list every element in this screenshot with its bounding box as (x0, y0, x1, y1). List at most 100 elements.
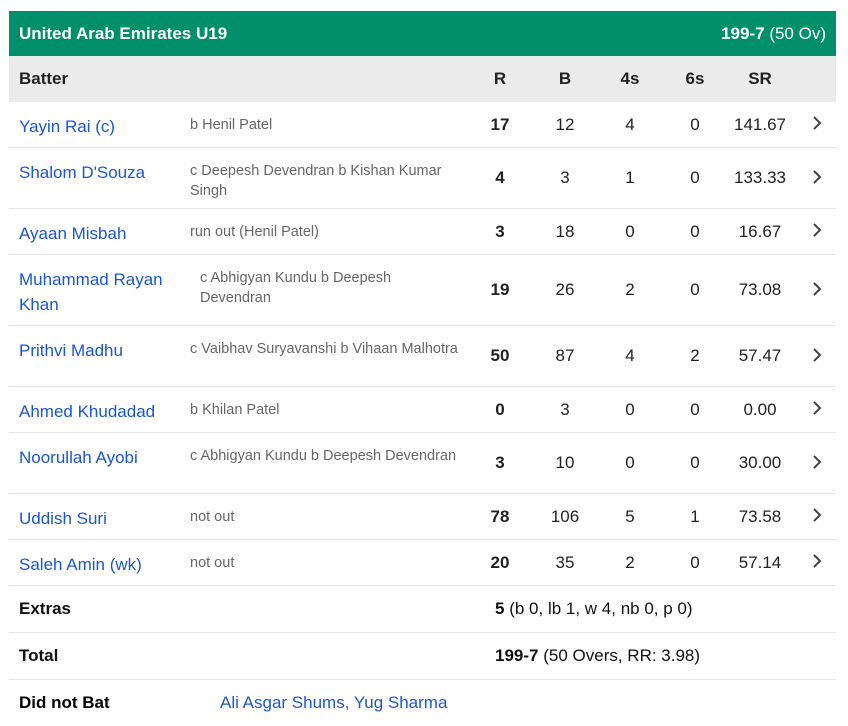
balls: 3 (560, 399, 570, 419)
balls: 3 (560, 168, 570, 187)
did-not-bat-players[interactable]: Ali Asgar Shums, Yug Sharma (220, 693, 448, 712)
runs: 20 (490, 552, 510, 572)
strike-rate: 73.08 (738, 280, 782, 299)
strike-rate: 16.67 (738, 221, 782, 241)
chevron-right-icon[interactable] (798, 551, 836, 574)
chevron-right-icon[interactable] (798, 452, 836, 475)
runs: 3 (495, 221, 505, 241)
total-row: Total 199-7 (50 Overs, RR: 3.98) (9, 633, 836, 680)
sixes: 0 (690, 280, 700, 299)
dismissal: c Deepesh Devendran b Kishan Kumar Singh (190, 163, 442, 199)
batter-name[interactable]: Shalom D'Souza (19, 163, 146, 182)
fours: 0 (625, 453, 635, 472)
fours: 4 (625, 346, 635, 365)
batter-name[interactable]: Prithvi Madhu (19, 341, 123, 360)
col-runs: R (493, 69, 507, 88)
dismissal: not out (190, 555, 235, 571)
col-fours: 4s (620, 69, 640, 88)
chevron-right-icon[interactable] (798, 167, 836, 190)
sixes: 0 (690, 453, 700, 472)
balls: 87 (555, 346, 575, 365)
column-header: Batter R B 4s 6s SR (9, 56, 836, 102)
col-sr: SR (748, 69, 772, 88)
fours: 2 (625, 552, 635, 572)
batter-name[interactable]: Ahmed Khudadad (19, 402, 156, 421)
did-not-bat-row: Did not Bat Ali Asgar Shums, Yug Sharma (9, 680, 836, 726)
batter-name[interactable]: Yayin Rai (c) (19, 117, 116, 136)
innings-score: 199-7 (50 Ov) (721, 23, 826, 43)
col-balls: B (558, 69, 572, 88)
sixes: 1 (690, 506, 700, 526)
batter-name[interactable]: Uddish Suri (19, 509, 107, 528)
runs: 17 (490, 114, 510, 134)
sixes: 0 (690, 168, 700, 187)
batter-row[interactable]: Uddish Suri not out 78 106 5 1 73.58 (9, 494, 836, 540)
batter-name[interactable]: Muhammad Rayan Khan (19, 270, 163, 314)
col-sixes: 6s (685, 69, 705, 88)
sixes: 0 (690, 221, 700, 241)
balls: 26 (555, 280, 575, 299)
balls: 18 (555, 221, 575, 241)
total-value: 199-7 (50 Overs, RR: 3.98) (495, 646, 701, 665)
sixes: 0 (690, 399, 700, 419)
batter-row[interactable]: Ahmed Khudadad b Khilan Patel 0 3 0 0 0.… (9, 387, 836, 433)
strike-rate: 133.33 (734, 168, 786, 187)
batter-row[interactable]: Ayaan Misbah run out (Henil Patel) 3 18 … (9, 209, 836, 255)
sixes: 0 (690, 114, 700, 134)
runs: 50 (490, 346, 510, 365)
batter-name[interactable]: Saleh Amin (wk) (19, 555, 142, 574)
sixes: 0 (690, 552, 700, 572)
batter-row[interactable]: Muhammad Rayan Khan c Abhigyan Kundu b D… (9, 255, 836, 326)
batter-row[interactable]: Shalom D'Souza c Deepesh Devendran b Kis… (9, 148, 836, 209)
balls: 12 (555, 114, 575, 134)
batter-row[interactable]: Yayin Rai (c) b Henil Patel 17 12 4 0 14… (9, 102, 836, 148)
total-label: Total (19, 646, 59, 665)
chevron-right-icon[interactable] (798, 398, 836, 421)
did-not-bat-label: Did not Bat (19, 693, 110, 712)
strike-rate: 0.00 (743, 399, 777, 419)
extras-row: Extras 5 (b 0, lb 1, w 4, nb 0, p 0) (9, 586, 836, 633)
balls: 106 (550, 506, 580, 526)
runs: 78 (490, 506, 510, 526)
strike-rate: 141.67 (734, 114, 786, 134)
chevron-right-icon[interactable] (798, 113, 836, 136)
strike-rate: 73.58 (738, 506, 782, 526)
fours: 0 (625, 399, 635, 419)
fours: 5 (625, 506, 635, 526)
sixes: 2 (690, 346, 700, 365)
extras-label: Extras (19, 599, 71, 618)
fours: 4 (625, 114, 635, 134)
scorecard: United Arab Emirates U19 199-7 (50 Ov) B… (9, 11, 836, 726)
batter-row[interactable]: Noorullah Ayobi c Abhigyan Kundu b Deepe… (9, 433, 836, 494)
dismissal: c Abhigyan Kundu b Deepesh Devendran (190, 448, 457, 464)
dismissal: b Henil Patel (190, 117, 273, 133)
chevron-right-icon[interactable] (798, 279, 836, 302)
fours: 0 (625, 221, 635, 241)
batter-row[interactable]: Saleh Amin (wk) not out 20 35 2 0 57.14 (9, 540, 836, 586)
balls: 35 (555, 552, 575, 572)
runs: 4 (495, 168, 505, 187)
balls: 10 (555, 453, 575, 472)
batter-name[interactable]: Noorullah Ayobi (19, 448, 138, 467)
strike-rate: 30.00 (738, 453, 782, 472)
batter-row[interactable]: Prithvi Madhu c Vaibhav Suryavanshi b Vi… (9, 326, 836, 387)
batter-name[interactable]: Ayaan Misbah (19, 224, 127, 243)
chevron-right-icon[interactable] (798, 345, 836, 368)
team-name: United Arab Emirates U19 (19, 23, 228, 43)
runs: 3 (495, 453, 505, 472)
dismissal: not out (190, 509, 235, 525)
innings-header: United Arab Emirates U19 199-7 (50 Ov) (9, 11, 836, 56)
fours: 1 (625, 168, 635, 187)
runs: 0 (495, 399, 505, 419)
dismissal: c Vaibhav Suryavanshi b Vihaan Malhotra (190, 341, 458, 357)
fours: 2 (625, 280, 635, 299)
dismissal: run out (Henil Patel) (190, 224, 319, 240)
extras-value: 5 (b 0, lb 1, w 4, nb 0, p 0) (495, 599, 693, 618)
dismissal: c Abhigyan Kundu b Deepesh Devendran (200, 270, 392, 306)
col-batter: Batter (19, 69, 69, 88)
chevron-right-icon[interactable] (798, 505, 836, 528)
dismissal: b Khilan Patel (190, 402, 280, 418)
strike-rate: 57.47 (738, 346, 782, 365)
chevron-right-icon[interactable] (798, 220, 836, 243)
runs: 19 (490, 280, 510, 299)
